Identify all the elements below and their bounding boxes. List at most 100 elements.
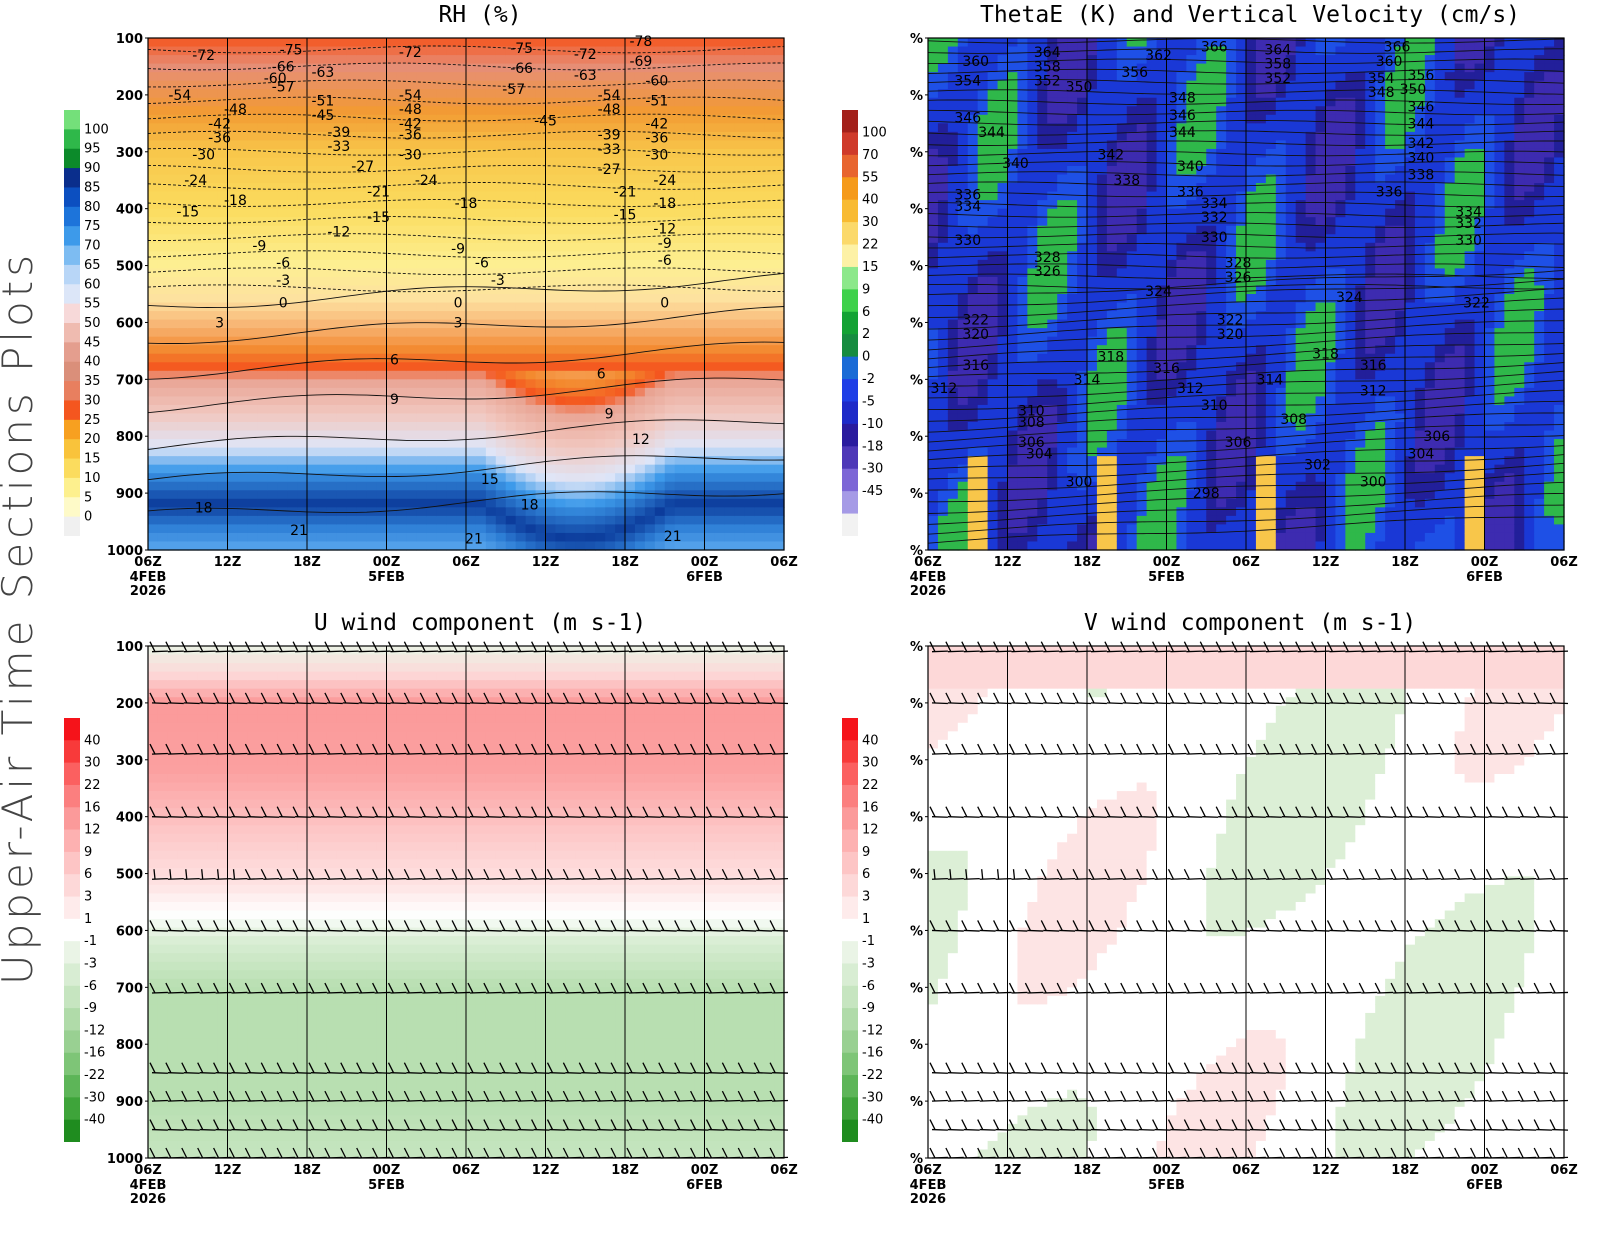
v-wind-barb-flag: [1072, 868, 1079, 880]
v-wind-barb-flag: [1088, 743, 1095, 755]
rh-contour-label: -15: [614, 207, 637, 223]
u-wind-barb-flag: [674, 1062, 681, 1073]
u-wind-barb-flag: [642, 1062, 649, 1073]
rh-contour-label: -3: [276, 273, 290, 289]
u-wind-barb-flag: [165, 743, 172, 755]
rh-contour-label: -30: [399, 148, 422, 164]
thetae-x-tick-label: 18Z: [1073, 555, 1101, 570]
u-wind-barb-flag: [244, 692, 251, 704]
v-wind-barb-flag: [993, 1119, 1000, 1130]
u-wind-panel-title: U wind component (m s-1): [313, 610, 647, 636]
u-wind-barb-flag: [467, 1147, 474, 1159]
u-wind-barb-flag: [515, 1147, 522, 1159]
v-wind-barb-flag: [1374, 1062, 1381, 1073]
u-wind-barb-flag: [674, 1119, 681, 1130]
u-wind-barb-flag: [324, 1090, 331, 1102]
u-wind-barb-flag: [690, 1062, 697, 1073]
v-wind-colorbar-label: 30: [862, 756, 879, 771]
u-wind-barb-flag: [356, 982, 363, 994]
v-wind-barb-flag: [1008, 1119, 1016, 1130]
u-wind-colorbar-label: 22: [84, 778, 101, 793]
v-wind-barb-flag: [1120, 1119, 1127, 1130]
rh-contour-label: -75: [280, 42, 303, 58]
v-wind-barb-flag: [1517, 1147, 1524, 1159]
u-wind-barb-flag: [546, 1062, 554, 1073]
v-wind-barb-flag: [1056, 1090, 1063, 1102]
u-wind-barb-flag: [531, 1062, 538, 1073]
v-wind-barb-flag: [1072, 743, 1079, 755]
u-wind-barb-flag: [642, 743, 649, 755]
u-wind-barb-flag: [531, 982, 538, 994]
rh-shading: [148, 38, 785, 551]
rh-colorbar-label: 65: [84, 258, 101, 273]
thetae-contour-label: 366: [1384, 40, 1411, 56]
u-wind-barb-flag: [276, 692, 283, 704]
u-wind-barb-flag: [467, 743, 474, 755]
rh-contour-label: -54: [399, 88, 422, 104]
v-wind-barb-flag: [1263, 1119, 1270, 1130]
v-wind-barb-flag: [1358, 1090, 1365, 1102]
v-wind-barb-flag: [1136, 982, 1143, 994]
v-wind-barb-flag: [1549, 806, 1556, 817]
v-wind-barb-flag: [1374, 1090, 1381, 1102]
u-wind-barb-flag: [372, 1090, 379, 1102]
u-wind-barb-flag: [467, 641, 474, 652]
thetae-colorbar-swatch: [842, 266, 858, 290]
u-wind-barb-flag: [324, 1147, 331, 1159]
v-wind-barb-flag: [1215, 641, 1222, 652]
v-wind-barb-flag: [1104, 1090, 1111, 1102]
u-wind-barb-flag: [753, 1090, 760, 1102]
v-wind-barb-flag: [1438, 982, 1445, 994]
thetae-contour-label: 362: [1145, 48, 1172, 64]
u-wind-barb-flag: [705, 982, 713, 994]
u-wind-barb-flag: [387, 868, 395, 880]
rh-contour-label: 12: [632, 432, 650, 448]
u-wind-x-tick-label: 18Z: [611, 1163, 639, 1178]
v-wind-barb-flag: [1167, 1062, 1175, 1073]
u-wind-barb-flag: [674, 743, 681, 755]
u-wind-barb-flag: [451, 868, 458, 880]
v-wind-barb-flag: [1088, 1062, 1095, 1073]
u-wind-barb-flag: [403, 1062, 410, 1073]
rh-y-tick-label: 200: [116, 89, 143, 104]
u-wind-barb-flag: [419, 868, 426, 880]
v-wind-date-label: 2026: [910, 1192, 946, 1207]
rh-colorbar-swatch: [64, 381, 80, 401]
rh-colorbar-swatch: [64, 303, 80, 324]
thetae-colorbar-swatch: [842, 468, 858, 492]
v-wind-barb-flag: [1422, 692, 1429, 704]
u-wind-barb-flag: [451, 641, 458, 652]
v-wind-barb-flag: [1454, 868, 1461, 880]
thetae-panel: %%%%%%%%%%06Z 12Z 18Z 00Z 06Z 12Z 18Z 00Z 06Z4FE…: [910, 32, 1578, 599]
u-wind-barb-flag: [626, 1147, 633, 1159]
v-wind-barb-flag: [1199, 1090, 1206, 1102]
thetae-colorbar-swatch: [842, 132, 858, 156]
u-wind-barb-flag: [244, 868, 251, 880]
v-wind-barb-flag: [1152, 743, 1159, 755]
v-wind-barb-flag: [1390, 982, 1397, 994]
v-wind-barb-flag: [1517, 920, 1524, 931]
thetae-contour-label: 306: [1018, 435, 1045, 451]
u-wind-y-tick-label: 900: [116, 1095, 143, 1110]
v-wind-barb-flag: [1263, 868, 1270, 880]
v-wind-barb-flag: [1295, 806, 1302, 817]
u-wind-barb-flag: [292, 641, 299, 652]
v-wind-barb-flag: [1263, 641, 1270, 652]
thetae-contour-label: 342: [1408, 136, 1435, 152]
u-wind-barb-flag: [181, 806, 188, 817]
v-wind-barb-flag: [1295, 920, 1302, 931]
rh-contour-label: -27: [351, 159, 374, 175]
u-wind-barb-flag: [562, 920, 569, 931]
v-wind-barb-flag: [1342, 641, 1349, 652]
v-wind-barb-flag: [1342, 982, 1349, 994]
v-wind-barb-flag: [1263, 920, 1270, 931]
u-wind-barb-flag: [721, 1090, 728, 1102]
u-wind-barb-flag: [276, 1147, 283, 1159]
v-wind-barb-flag: [1470, 868, 1477, 880]
v-wind-barb-flag: [993, 1147, 1000, 1159]
u-wind-barb-flag: [403, 1147, 410, 1159]
u-wind-barb-flag: [753, 982, 760, 994]
rh-contour-label: -72: [192, 48, 215, 64]
